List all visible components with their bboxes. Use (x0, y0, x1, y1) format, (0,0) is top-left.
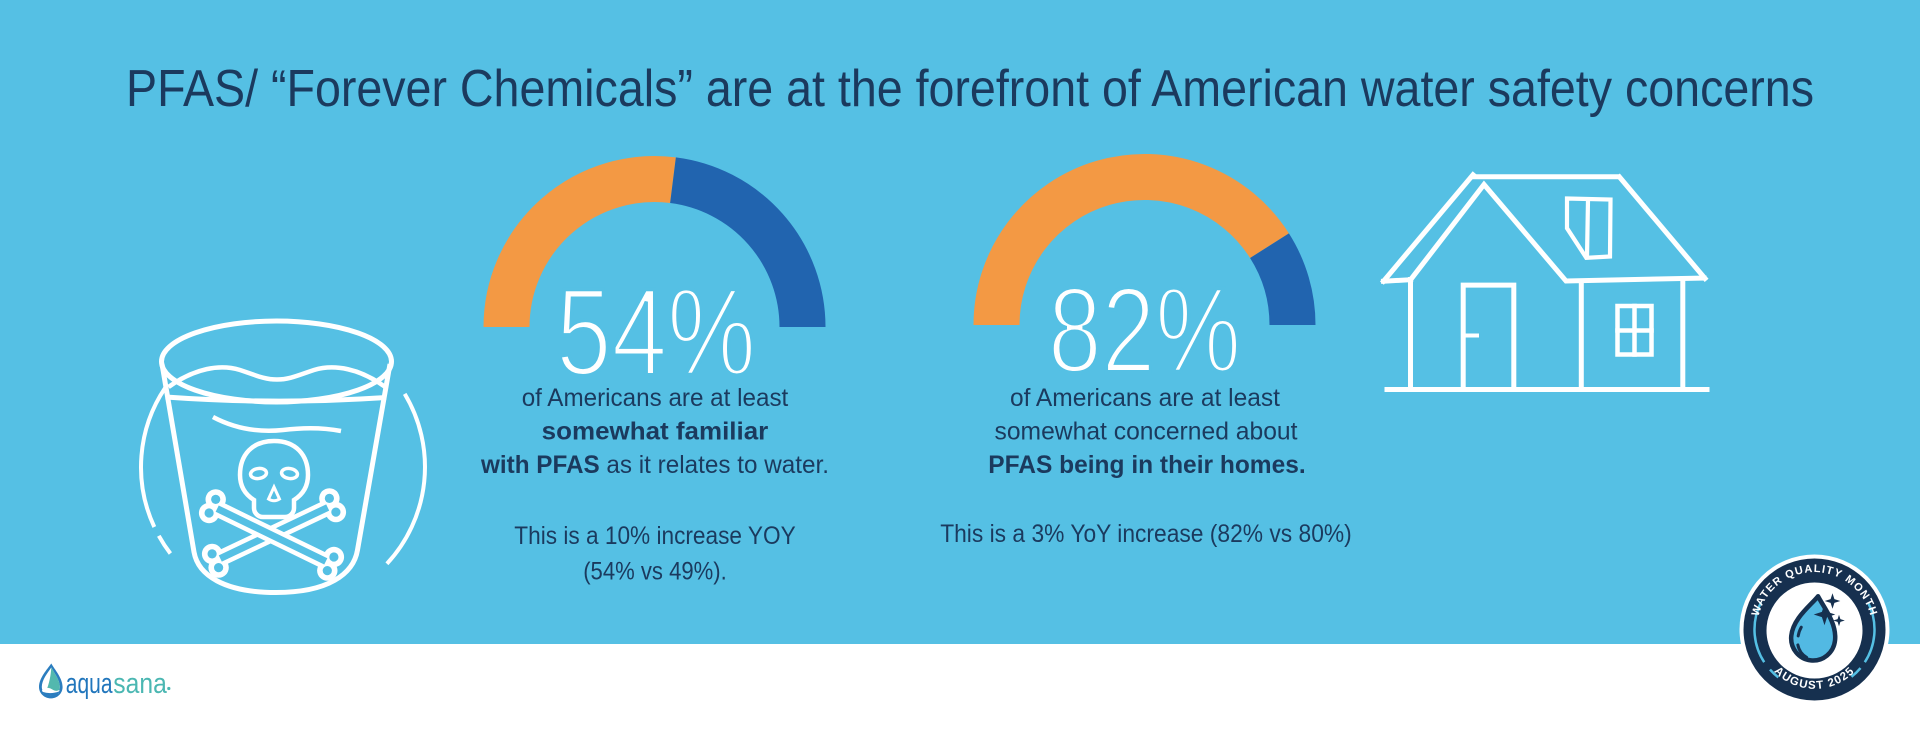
svg-text:This is a 10% increase YOY: This is a 10% increase YOY (514, 522, 796, 550)
svg-text:sana: sana (113, 668, 167, 700)
svg-text:of Americans are at least: of Americans are at least (1010, 384, 1280, 412)
svg-text:54%: 54% (556, 264, 756, 402)
svg-text:This is a 3% YoY increase (82%: This is a 3% YoY increase (82% vs 80%) (940, 520, 1352, 548)
svg-text:PFAS being in their homes.: PFAS being in their homes. (988, 451, 1305, 479)
svg-text:aqua: aqua (66, 668, 113, 700)
svg-text:(54% vs 49%).: (54% vs 49%). (583, 558, 727, 586)
svg-text:somewhat concerned about: somewhat concerned about (995, 418, 1298, 446)
svg-text:PFAS/ “Forever Chemicals” are: PFAS/ “Forever Chemicals” are at the for… (126, 60, 1814, 118)
svg-text:82%: 82% (1048, 262, 1241, 398)
svg-text:with PFAS as it relates to wat: with PFAS as it relates to water. (480, 451, 829, 479)
svg-text:somewhat familiar: somewhat familiar (542, 418, 769, 446)
svg-text:of Americans are at least: of Americans are at least (522, 384, 789, 412)
